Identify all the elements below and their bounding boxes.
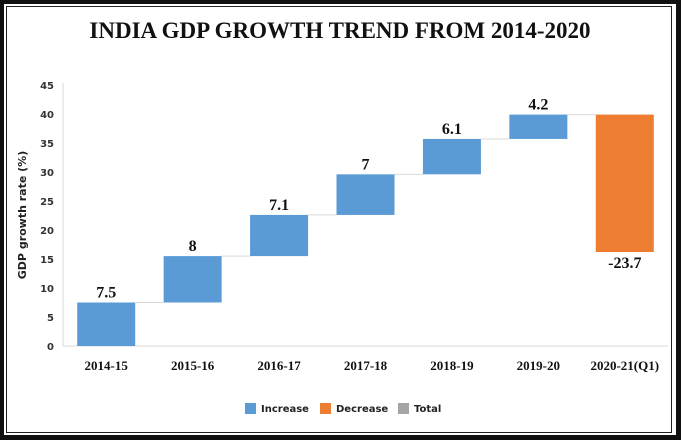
bar-2019-20 [509, 114, 568, 139]
y-tick-label: 10 [40, 284, 54, 295]
x-tick-label: 2020-21(Q1) [590, 358, 659, 373]
bar-2016-17 [250, 214, 309, 257]
x-tick-label: 2016-17 [257, 358, 301, 373]
data-label: -23.7 [608, 255, 641, 272]
x-tick-label: 2018-19 [430, 358, 474, 373]
y-tick-label: 25 [40, 197, 54, 208]
y-tick-label: 35 [40, 139, 54, 150]
connectors [135, 114, 596, 303]
legend-swatch-total [398, 403, 409, 414]
x-tick-label: 2019-20 [517, 358, 560, 373]
data-label: 7 [362, 156, 370, 173]
data-label: 6.1 [442, 121, 462, 138]
x-tick-label: 2017-18 [344, 358, 388, 373]
y-tick-label: 40 [40, 110, 54, 121]
bar-2020-21(Q1) [595, 114, 654, 253]
chart-frame-border [6, 6, 672, 433]
legend: Increase Decrease Total [245, 403, 441, 415]
data-label: 7.1 [269, 197, 289, 214]
bar-2017-18 [336, 174, 395, 215]
y-tick-label: 45 [40, 81, 54, 92]
legend-swatch-increase [245, 403, 256, 414]
y-tick-label: 15 [40, 255, 54, 266]
data-label: 7.5 [96, 285, 116, 302]
legend-swatch-decrease [320, 403, 331, 414]
bar-2015-16 [163, 256, 222, 303]
y-axis-label: GDP growth rate (%) [16, 151, 29, 279]
y-tick-label: 30 [40, 168, 54, 179]
data-label: 8 [189, 238, 197, 255]
bar-2014-15 [77, 302, 136, 346]
data-labels: 7.5 8 7.1 7 6.1 4.2 -23.7 [96, 97, 641, 302]
x-tick-label: 2015-16 [171, 358, 215, 373]
y-tick-label: 20 [40, 226, 54, 237]
x-tick-label: 2014-15 [85, 358, 129, 373]
legend-label-increase: Increase [261, 404, 309, 415]
legend-label-decrease: Decrease [336, 404, 388, 415]
legend-label-total: Total [414, 404, 441, 415]
bars [77, 114, 654, 346]
chart-title: INDIA GDP GROWTH TREND FROM 2014-2020 [89, 18, 590, 43]
axes: 0 5 10 15 20 25 30 35 40 45 2014-15 2015-16 2016-17 2… [40, 81, 668, 373]
data-label: 4.2 [528, 97, 548, 114]
bar-2018-19 [422, 138, 481, 175]
y-tick-label: 5 [47, 313, 54, 324]
y-tick-label: 0 [47, 342, 54, 353]
